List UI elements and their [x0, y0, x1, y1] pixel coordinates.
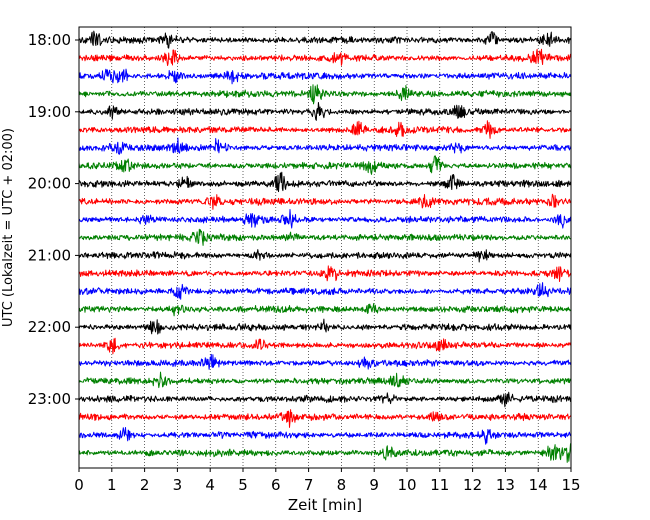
x-axis-ticks: 0 1 2 3 4 5 6 7 8 9 10 11 12 13 14 15 [74, 468, 581, 494]
seismic-trace [78, 409, 572, 428]
x-tick-label: 0 [74, 476, 84, 494]
seismic-trace [78, 193, 572, 210]
y-tick-label: 21:00 [28, 246, 71, 264]
seismic-trace [78, 249, 572, 263]
seismic-trace [78, 337, 572, 355]
seismic-trace [78, 303, 572, 317]
y-axis-label: UTC (Lokalzeit = UTC + 02:00) [1, 128, 16, 327]
y-tick-label: 19:00 [28, 103, 71, 121]
x-tick-label: 12 [463, 476, 482, 494]
seismic-trace [78, 265, 572, 282]
x-tick-label: 13 [496, 476, 515, 494]
x-tick-label: 11 [430, 476, 449, 494]
seismic-trace [78, 318, 572, 335]
x-tick-label: 14 [529, 476, 548, 494]
seismic-trace [78, 68, 572, 85]
x-tick-label: 3 [173, 476, 183, 494]
y-axis-ticks: 18:00 19:00 20:00 21:00 22:00 23:00 [28, 31, 79, 408]
y-tick-label: 22:00 [28, 318, 71, 336]
seismic-trace [78, 30, 572, 49]
seismic-trace [78, 391, 572, 408]
seismic-trace [78, 228, 572, 246]
x-tick-label: 10 [397, 476, 416, 494]
seismic-trace [78, 171, 572, 193]
seismic-trace [78, 137, 572, 155]
x-tick-label: 2 [140, 476, 150, 494]
x-tick-label: 15 [561, 476, 580, 494]
y-tick-label: 20:00 [28, 175, 71, 193]
x-tick-label: 8 [337, 476, 347, 494]
seismic-trace [78, 282, 572, 300]
plot-frame [78, 26, 572, 469]
x-tick-label: 9 [369, 476, 379, 494]
y-tick-label: 23:00 [28, 390, 71, 408]
seismic-trace [78, 371, 572, 389]
x-tick-label: 6 [271, 476, 281, 494]
x-tick-label: 1 [107, 476, 117, 494]
y-tick-label: 18:00 [28, 31, 71, 49]
seismic-trace [78, 84, 572, 105]
seismic-trace [78, 120, 572, 139]
trace-lines [78, 30, 572, 463]
seismic-trace [78, 155, 572, 175]
seismic-trace [78, 102, 572, 121]
seismic-trace [78, 443, 572, 463]
x-tick-label: 7 [304, 476, 314, 494]
seismic-trace [78, 427, 572, 445]
x-tick-label: 4 [205, 476, 215, 494]
seismic-trace [78, 48, 572, 66]
x-tick-label: 5 [238, 476, 248, 494]
x-axis-label: Zeit [min] [288, 496, 362, 514]
seismic-trace [78, 353, 572, 370]
seismic-trace [78, 209, 572, 229]
